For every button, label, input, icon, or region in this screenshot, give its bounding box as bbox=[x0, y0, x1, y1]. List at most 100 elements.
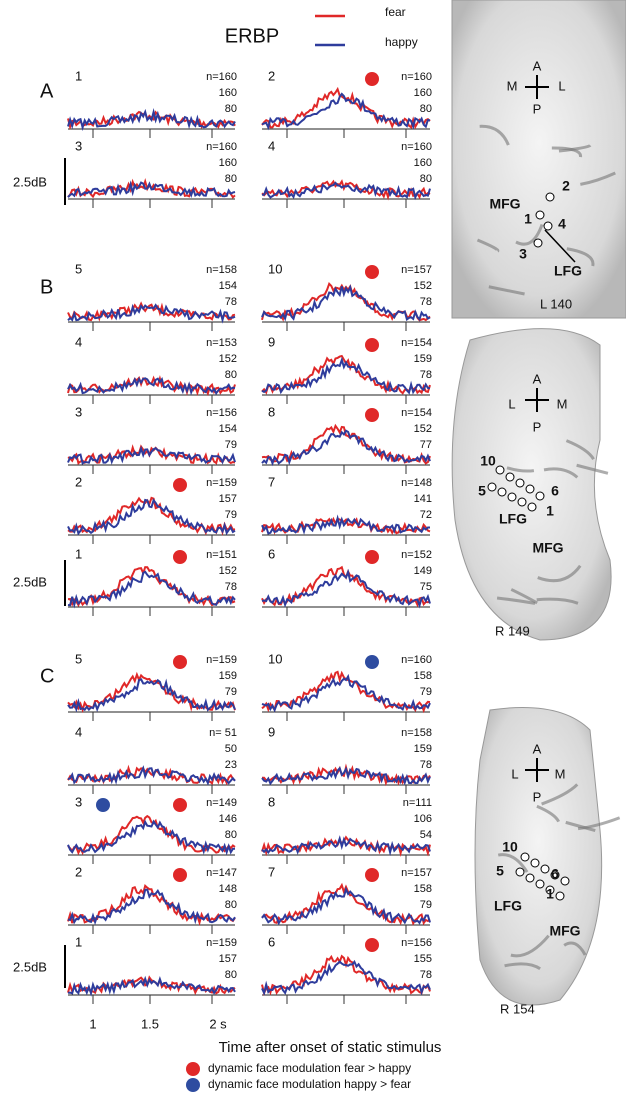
electrode bbox=[495, 465, 505, 475]
sulcus bbox=[496, 596, 536, 605]
brain-label: 1 bbox=[546, 886, 554, 902]
panel-label: 1 bbox=[75, 68, 82, 83]
panel-label: 8 bbox=[268, 404, 275, 419]
trace bbox=[261, 514, 430, 535]
panel-n: 148 bbox=[219, 883, 237, 895]
panel-n: 72 bbox=[420, 509, 432, 521]
x-tick-label: 2 s bbox=[209, 1016, 227, 1031]
electrode bbox=[543, 221, 553, 231]
brain-label: 10 bbox=[480, 453, 496, 469]
panel-n: 79 bbox=[420, 686, 432, 698]
legend-label: happy bbox=[385, 35, 418, 49]
panel-n: 155 bbox=[414, 953, 432, 965]
x-tick-label: 1.5 bbox=[141, 1016, 159, 1031]
scale-label: 2.5dB bbox=[13, 174, 47, 189]
brain-label: P bbox=[533, 101, 542, 116]
panel-n: 160 bbox=[219, 87, 237, 99]
section-label: C bbox=[40, 665, 54, 687]
brain-label: LFG bbox=[494, 898, 522, 914]
panel-label: 4 bbox=[268, 138, 275, 153]
panel-n: 159 bbox=[414, 353, 432, 365]
trace bbox=[261, 959, 431, 996]
trace bbox=[261, 92, 431, 131]
electrode bbox=[535, 491, 545, 501]
panel-n: 23 bbox=[225, 759, 237, 771]
brain-label: L bbox=[511, 766, 518, 781]
legend-label: fear bbox=[385, 5, 406, 19]
panel-n: 80 bbox=[225, 103, 237, 115]
panel-n: n=156 bbox=[206, 407, 237, 419]
electrode bbox=[560, 876, 570, 886]
significance-marker bbox=[365, 550, 379, 564]
panel-n: 106 bbox=[414, 813, 432, 825]
brain-label: 2 bbox=[562, 178, 570, 194]
trace bbox=[67, 566, 236, 608]
trace bbox=[67, 819, 236, 856]
brain-image bbox=[474, 707, 603, 1006]
section-label: B bbox=[40, 276, 53, 298]
brain-label: 10 bbox=[502, 839, 518, 855]
electrode bbox=[540, 864, 550, 874]
trace bbox=[67, 671, 236, 714]
panel-n: 152 bbox=[414, 280, 432, 292]
significance-marker bbox=[173, 868, 187, 882]
trace bbox=[67, 975, 236, 997]
brain-label: M bbox=[507, 78, 518, 93]
panel-n: n=147 bbox=[206, 867, 237, 879]
trace bbox=[67, 180, 236, 199]
brain-label: M bbox=[555, 766, 566, 781]
brain-label: 3 bbox=[519, 246, 527, 262]
panel-label: 3 bbox=[75, 794, 82, 809]
sulcus bbox=[551, 146, 583, 158]
panel-label: 9 bbox=[268, 334, 275, 349]
trace bbox=[261, 179, 431, 201]
panel-n: 149 bbox=[414, 565, 432, 577]
panel-n: 80 bbox=[225, 829, 237, 841]
panel-n: 78 bbox=[420, 369, 432, 381]
scale-label: 2.5dB bbox=[13, 959, 47, 974]
trace bbox=[261, 835, 431, 858]
electrode bbox=[487, 482, 497, 492]
trace bbox=[261, 835, 431, 857]
panel-label: 7 bbox=[268, 864, 275, 879]
trace bbox=[67, 445, 236, 465]
sulcus bbox=[479, 124, 510, 146]
significance-marker bbox=[365, 72, 379, 86]
brain-label: LFG bbox=[499, 511, 527, 527]
trace bbox=[67, 375, 236, 397]
trace bbox=[261, 181, 431, 201]
panel-n: n=159 bbox=[206, 654, 237, 666]
panel-n: n=159 bbox=[206, 937, 237, 949]
trace bbox=[67, 678, 236, 713]
trace bbox=[261, 886, 431, 926]
brain-label: 6 bbox=[551, 866, 559, 882]
electrode bbox=[507, 492, 517, 502]
panel-n: 78 bbox=[225, 296, 237, 308]
panel-label: 2 bbox=[75, 474, 82, 489]
electrode bbox=[505, 472, 515, 482]
trace bbox=[261, 356, 431, 395]
brain-label: 5 bbox=[478, 483, 486, 499]
electrode bbox=[535, 879, 545, 889]
panel-n: 80 bbox=[225, 899, 237, 911]
sulcus bbox=[563, 941, 587, 956]
panel-label: 8 bbox=[268, 794, 275, 809]
significance-marker bbox=[173, 798, 187, 812]
panel-label: 5 bbox=[75, 261, 82, 276]
brain-label: P bbox=[533, 419, 542, 434]
electrode bbox=[525, 484, 535, 494]
panel-n: 152 bbox=[219, 353, 237, 365]
panel-n: n=154 bbox=[401, 337, 432, 349]
section-label: A bbox=[40, 80, 54, 102]
brain-label: A bbox=[533, 371, 542, 386]
brain-caption: R 154 bbox=[500, 1001, 535, 1016]
electrode bbox=[555, 891, 565, 901]
panel-n: n=160 bbox=[401, 654, 432, 666]
electrode bbox=[535, 210, 545, 220]
significance-marker bbox=[365, 655, 379, 669]
trace bbox=[67, 108, 236, 132]
panel-label: 1 bbox=[75, 934, 82, 949]
panel-n: 154 bbox=[219, 280, 237, 292]
brain-caption: R 149 bbox=[495, 623, 530, 638]
brain-label: M bbox=[557, 396, 568, 411]
